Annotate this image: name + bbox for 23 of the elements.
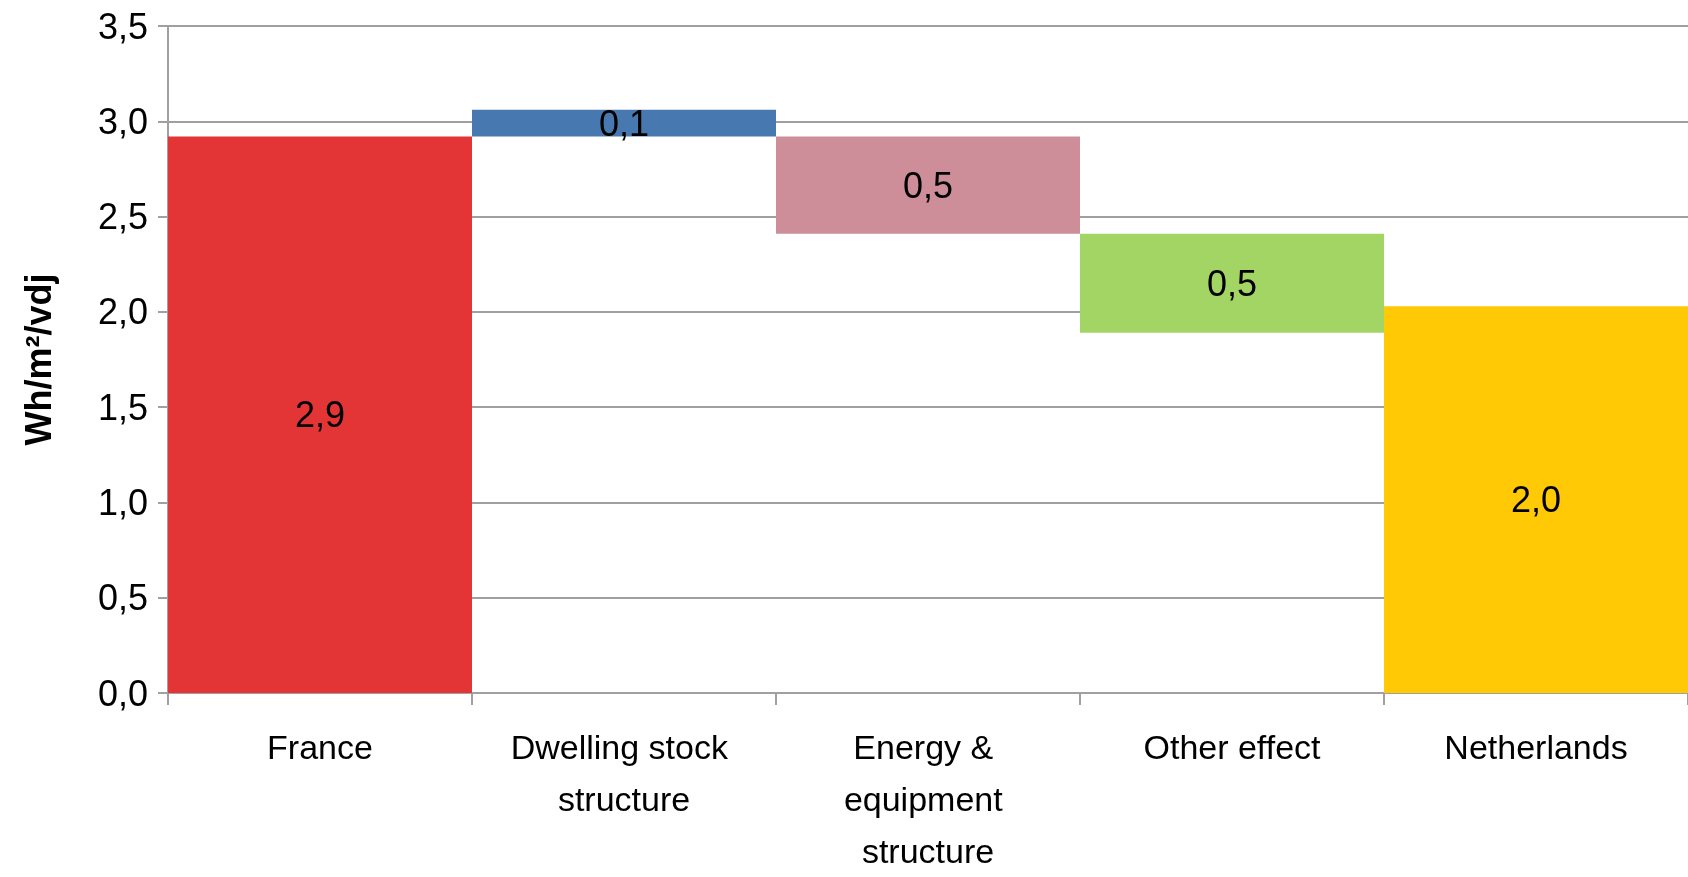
y-axis-title: Wh/m²/vdj [17,273,59,446]
x-tick-label: Energy & equipment structure [843,728,1013,870]
y-tick-label: 1,5 [97,386,148,428]
y-tick-label: 0,5 [97,577,148,619]
y-tick-label: 2,5 [97,196,148,238]
bar [776,136,1080,234]
bar [168,136,472,693]
data-label: 2,0 [1510,479,1562,521]
data-label: 2,9 [294,394,346,436]
y-tick-label: 3,0 [97,100,148,142]
data-label: 0,1 [598,102,650,144]
x-tick-label: France [267,728,373,766]
x-tick-label: Netherlands [1444,728,1628,766]
x-tick-label: Other effect [1143,728,1322,766]
bar [1384,306,1688,693]
y-tick-label: 3,5 [97,5,148,47]
data-label: 0,5 [1206,262,1258,304]
y-tick-label: 2,0 [97,291,148,333]
y-tick-label: 0,0 [97,672,148,714]
data-label: 0,5 [902,164,954,206]
bar [1080,233,1384,333]
x-tick-label: Dwelling stock structure [510,728,738,818]
y-tick-label: 1,0 [97,481,148,523]
